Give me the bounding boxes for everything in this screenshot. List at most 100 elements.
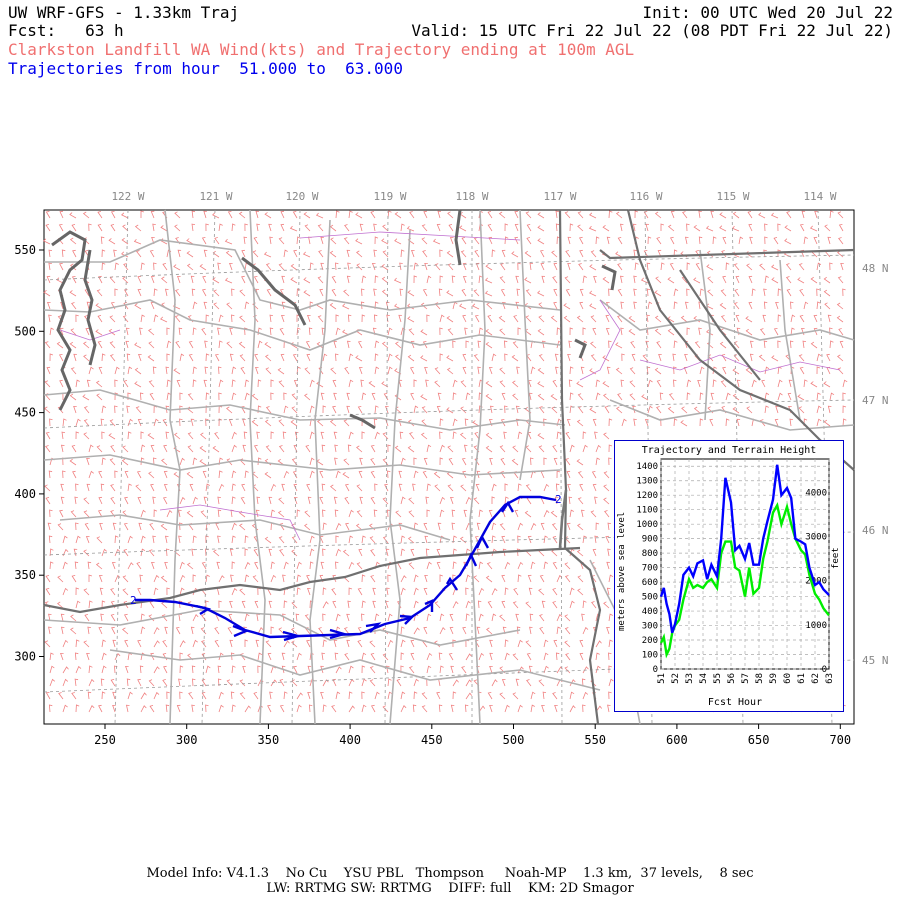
wind-barb (400, 457, 406, 466)
wind-barb (387, 613, 393, 622)
wind-barb (306, 574, 311, 583)
wind-barb (410, 652, 415, 661)
wind-barb (282, 431, 287, 440)
wind-barb (736, 418, 741, 427)
wind-barb (660, 223, 665, 231)
wind-barb (269, 314, 273, 323)
wind-barb (57, 523, 64, 531)
wind-barb (434, 367, 441, 375)
wind-barb (218, 600, 222, 609)
wind-barb (487, 315, 493, 323)
wind-barb (164, 626, 168, 635)
wind-barb (400, 587, 406, 596)
wind-barb (150, 483, 155, 492)
wind-barb (282, 574, 286, 583)
wind-barb (96, 289, 103, 297)
wind-barb (498, 211, 506, 219)
wind-barb (476, 470, 481, 479)
wind-barb (179, 353, 185, 362)
wind-barb (241, 600, 246, 609)
wind-barb (45, 692, 51, 700)
wind-barb (140, 548, 146, 557)
wind-barb (785, 276, 792, 284)
model-info-line2: LW: RRTMG SW: RRTMG DIFF: full KM: 2D Sm… (266, 881, 634, 896)
wind-barb (452, 639, 456, 648)
wind-barb (205, 600, 209, 609)
x-tick-label: 600 (666, 733, 688, 747)
wind-barb (461, 458, 467, 466)
wind-barb (110, 224, 116, 232)
inset-left-tick: 900 (642, 535, 658, 545)
wind-barb (722, 236, 727, 245)
wind-barb (127, 483, 132, 492)
wind-barb (135, 484, 142, 492)
wind-barb (100, 418, 105, 427)
wind-barb (374, 236, 379, 245)
wind-barb (173, 264, 181, 271)
wind-barb (244, 613, 250, 622)
wind-barb (802, 340, 807, 349)
wind-barb (425, 496, 429, 505)
wind-barb (48, 704, 53, 713)
wind-barb (347, 444, 352, 453)
wind-barb (282, 613, 286, 622)
wind-barb (239, 588, 246, 596)
wind-barb (101, 405, 107, 414)
wind-barb (798, 406, 805, 414)
wind-barb (719, 302, 727, 310)
wind-barb (617, 315, 623, 323)
wind-barb (60, 613, 65, 622)
wind-barb (62, 704, 68, 713)
wind-barb (149, 393, 155, 401)
wind-barb (412, 704, 417, 713)
wind-barb (537, 367, 545, 375)
wind-barb (148, 471, 155, 479)
wind-barb (400, 691, 406, 700)
wind-barb (538, 588, 545, 596)
wind-barb (139, 392, 144, 401)
wind-barb (218, 470, 223, 479)
wind-barb (60, 496, 65, 505)
wind-barb (200, 510, 207, 518)
wind-barb (489, 652, 493, 661)
wind-barb (191, 548, 195, 557)
wind-barb (121, 458, 129, 466)
wind-barb (269, 327, 274, 336)
wind-barb (684, 301, 689, 310)
wind-barb (486, 627, 493, 635)
wind-barb (148, 380, 155, 388)
wind-barb (434, 380, 441, 388)
wind-barb (643, 211, 649, 219)
wind-barb (553, 262, 558, 271)
wind-barb (108, 328, 116, 336)
wind-barb (69, 341, 77, 349)
wind-barb (153, 314, 159, 323)
wind-barb (398, 483, 403, 492)
wind-barb (75, 535, 81, 544)
wind-barb (491, 679, 498, 687)
wind-barb (140, 314, 145, 323)
wind-barb (720, 315, 727, 323)
wind-barb (140, 692, 147, 700)
wind-barb (400, 665, 404, 674)
wind-barb (816, 392, 821, 401)
wind-barb (242, 666, 246, 674)
wind-barb (543, 418, 547, 427)
terrain-inset: Trajectory and Terrain Height meters abo… (614, 440, 844, 712)
wind-barb (504, 483, 508, 491)
wind-barb (335, 470, 341, 479)
wind-barb (69, 290, 77, 297)
wind-barb (361, 613, 365, 622)
wind-barb (303, 211, 311, 219)
wind-barb (826, 353, 831, 362)
wind-barb (281, 665, 286, 674)
wind-barb (97, 224, 103, 232)
wind-barb (449, 237, 454, 245)
wind-barb (304, 614, 311, 622)
wind-barb (408, 562, 415, 570)
wind-barb (244, 379, 249, 388)
wind-barb (100, 236, 105, 245)
wind-barb (125, 704, 130, 713)
wind-barb (307, 315, 311, 323)
wind-barb (706, 329, 714, 336)
